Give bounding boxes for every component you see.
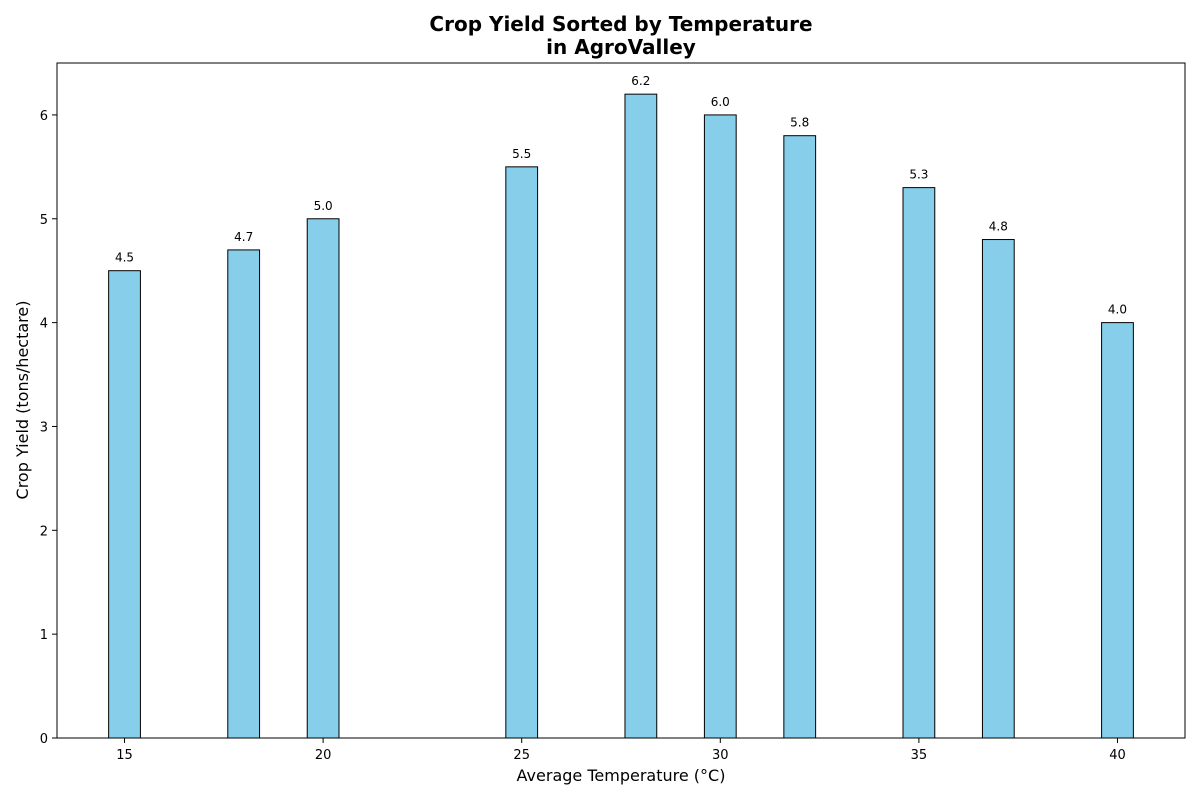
x-tick-label-30: 30 bbox=[712, 748, 729, 763]
bar-28 bbox=[624, 93, 658, 739]
y-tick-label-4: 4 bbox=[40, 317, 48, 332]
data-label-15: 4.5 bbox=[115, 251, 134, 265]
y-tick-label-2: 2 bbox=[40, 524, 48, 539]
x-tick-label-40: 40 bbox=[1109, 748, 1126, 763]
y-tick-label-3: 3 bbox=[40, 420, 48, 435]
x-tick-label-20: 20 bbox=[315, 748, 332, 763]
bar-15 bbox=[108, 270, 141, 739]
x-tick-label-15: 15 bbox=[116, 748, 133, 763]
plot-frame bbox=[56, 62, 1186, 739]
bars-group bbox=[108, 93, 1134, 739]
data-label-32: 5.8 bbox=[790, 116, 809, 130]
data-label-30: 6.0 bbox=[711, 95, 730, 109]
bar-18 bbox=[227, 249, 261, 739]
data-label-18: 4.7 bbox=[234, 230, 253, 244]
y-axis-ticks: 0 1 2 3 4 5 6 bbox=[40, 109, 57, 747]
data-label-20: 5.0 bbox=[314, 199, 333, 213]
data-label-28: 6.2 bbox=[631, 74, 650, 88]
x-tick-label-35: 35 bbox=[911, 748, 928, 763]
data-label-25: 5.5 bbox=[512, 147, 531, 161]
bar-30 bbox=[703, 114, 737, 739]
bar-20 bbox=[306, 218, 340, 739]
bar-32 bbox=[783, 135, 817, 739]
y-tick-label-5: 5 bbox=[40, 213, 48, 228]
bar-35 bbox=[902, 187, 936, 739]
data-label-37: 4.8 bbox=[989, 220, 1008, 234]
bar-25 bbox=[505, 166, 539, 739]
chart-title-line-1: Crop Yield Sorted by Temperature bbox=[429, 12, 812, 36]
chart-title-line-2: in AgroValley bbox=[546, 35, 696, 59]
bar-37 bbox=[981, 239, 1015, 739]
bar-40 bbox=[1101, 322, 1134, 739]
y-tick-label-6: 6 bbox=[40, 109, 48, 124]
y-tick-label-1: 1 bbox=[40, 628, 48, 643]
x-axis-ticks: 15 20 25 30 35 40 bbox=[116, 738, 1126, 763]
y-axis-label: Crop Yield (tons/hectare) bbox=[13, 301, 32, 500]
data-label-40: 4.0 bbox=[1108, 303, 1127, 317]
x-axis-label: Average Temperature (°C) bbox=[517, 766, 726, 785]
data-labels-group: 4.5 4.7 5.0 5.5 6.2 6.0 5.8 5.3 4.8 4.0 bbox=[115, 74, 1127, 316]
y-tick-label-0: 0 bbox=[40, 732, 48, 747]
x-tick-label-25: 25 bbox=[513, 748, 530, 763]
data-label-35: 5.3 bbox=[909, 168, 928, 182]
